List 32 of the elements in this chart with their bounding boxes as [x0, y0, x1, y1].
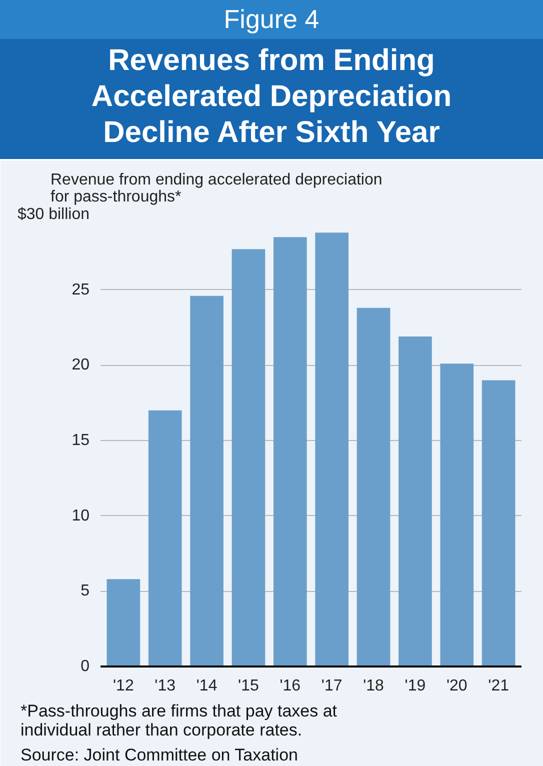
text: *Pass-throughs are firms that pay taxes at individual rather than corporate rates.: [20, 702, 338, 740]
bar: [440, 364, 474, 666]
source-note: Source: Joint Committee on Taxation: [20, 746, 298, 764]
bar: [148, 410, 182, 666]
bar: [482, 380, 516, 666]
bar: [398, 336, 432, 666]
bar: [106, 579, 140, 666]
x-tick-label: '14: [196, 678, 218, 694]
x-tick-label: '20: [446, 678, 468, 694]
x-tick-label: '18: [363, 678, 384, 694]
x-tick-label: '16: [280, 678, 301, 694]
x-tick-label: '17: [321, 678, 342, 694]
y-tick-label: 5: [80, 582, 90, 600]
chart-subtitle: Revenues from Ending Accelerated Depreciation Decline After Sixth Year: [0, 39, 543, 159]
y-tick-label: $30 billion: [17, 206, 90, 223]
chart-title: Figure 4: [0, 0, 543, 39]
x-tick-label: '12: [113, 678, 134, 694]
y-tick-label: 25: [72, 281, 90, 298]
bar: [315, 232, 349, 666]
y-tick-label: 20: [72, 356, 90, 374]
y-axis-title: Revenue from ending accelerated depreciation for pass-throughs*: [50, 172, 382, 206]
x-tick-label: '19: [404, 678, 426, 694]
y-tick-label: 0: [80, 658, 90, 675]
bar: [356, 308, 390, 666]
x-tick-label: '21: [488, 678, 510, 694]
x-tick-label: '15: [238, 678, 260, 694]
bar: [232, 249, 266, 666]
y-tick-label: 15: [72, 432, 90, 449]
x-tick-label: '13: [154, 678, 176, 694]
y-tick-label: 10: [72, 507, 90, 524]
bar: [273, 237, 307, 666]
bar: [190, 296, 224, 666]
